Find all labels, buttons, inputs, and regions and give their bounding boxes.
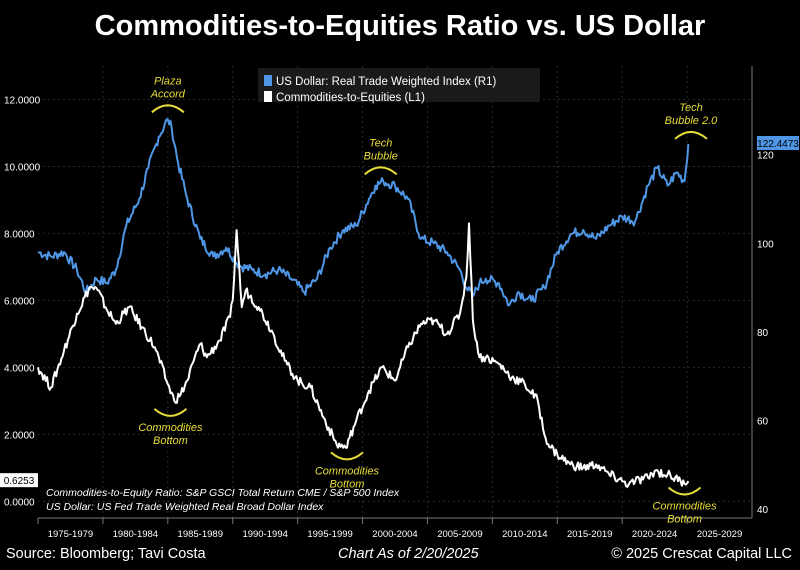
left-tick-label: 0.0000 [4, 497, 35, 508]
chart-note: US Dollar: US Fed Trade Weighted Real Br… [46, 501, 324, 513]
x-tick-label: 2005-2009 [437, 529, 482, 540]
legend-label: Commodities-to-Equities (L1) [276, 92, 425, 104]
last-value-badge-bg [0, 473, 38, 488]
footer-as-of: Chart As of 2/20/2025 [338, 546, 479, 562]
legend-bg [258, 68, 540, 102]
legend-swatch [264, 75, 272, 86]
footer-copyright: © 2025 Crescat Capital LLC [611, 546, 792, 562]
annotation-text: Bottom [330, 478, 365, 490]
annotation-text: Plaza [154, 75, 182, 87]
chart-title: Commodities-to-Equities Ratio vs. US Dol… [94, 10, 706, 42]
x-tick-label: 2010-2014 [502, 529, 547, 540]
x-tick-label: 1990-1994 [242, 529, 287, 540]
annotation-arc [667, 486, 702, 496]
last-value-badge-commodities: 0.6253 [0, 473, 38, 488]
legend-label: US Dollar: Real Trade Weighted Index (R1… [276, 76, 496, 88]
left-tick-label: 6.0000 [4, 296, 35, 307]
x-tick-label: 2015-2019 [567, 529, 612, 540]
x-tick-label: 1980-1984 [113, 529, 158, 540]
x-tick-label: 1995-1999 [307, 529, 352, 540]
annotation-arc [151, 104, 185, 114]
last-value-label: 122.4473 [757, 139, 799, 150]
last-value-badge-us-dollar: 122.4473 [757, 135, 799, 150]
x-tick-label: 2025-2029 [697, 529, 742, 540]
last-value-badge-bg [757, 135, 799, 150]
annotation-arc [364, 166, 398, 176]
right-tick-label: 120 [757, 151, 774, 162]
left-tick-label: 12.0000 [4, 95, 41, 106]
annotation-text: Commodities [315, 465, 380, 477]
annotation-text: Commodities [138, 422, 203, 434]
legend: US Dollar: Real Trade Weighted Index (R1… [258, 68, 540, 104]
plot-area [38, 66, 752, 518]
annotation-text: Bubble [364, 150, 398, 162]
annotation-text: Tech [369, 137, 392, 149]
annotation-arc [674, 130, 708, 140]
x-tick-label: 1985-1989 [178, 529, 223, 540]
chart: 0.0000 2.0000 4.0000 6.0000 8.0000 10.0000 12.… [0, 66, 799, 540]
annotation-text: Bottom [153, 435, 188, 447]
left-tick-label: 2.0000 [4, 430, 35, 441]
x-tick-label: 2000-2004 [372, 529, 417, 540]
x-tick-label: 2020-2024 [632, 529, 677, 540]
footer-source: Source: Bloomberg; Tavi Costa [6, 546, 206, 562]
annotation-text: Bubble 2.0 [665, 115, 718, 127]
left-tick-label: 8.0000 [4, 229, 35, 240]
footer: Source: Bloomberg; Tavi Costa Chart As o… [0, 540, 800, 570]
last-value-label: 0.6253 [4, 476, 35, 487]
annotation-arc [330, 451, 364, 461]
annotation-text: Accord [150, 88, 186, 100]
annotation-text: Tech [679, 102, 702, 114]
right-tick-label: 60 [757, 417, 769, 428]
annotation-text: Bottom [667, 514, 702, 526]
x-tick-label: 1975-1979 [48, 529, 93, 540]
series-line-commodities-to-equities [37, 222, 690, 488]
left-tick-label: 10.0000 [4, 162, 41, 173]
annotation-arc [153, 408, 188, 417]
annotation-text: Commodities [652, 501, 717, 513]
right-tick-label: 80 [757, 328, 769, 339]
chart-note: Commodities-to-Equity Ratio: S&P GSCI To… [46, 487, 400, 499]
right-tick-label: 40 [757, 505, 769, 516]
series-line-us-dollar [37, 118, 690, 307]
right-tick-label: 100 [757, 239, 774, 250]
left-tick-label: 4.0000 [4, 363, 35, 374]
legend-swatch [264, 91, 272, 102]
